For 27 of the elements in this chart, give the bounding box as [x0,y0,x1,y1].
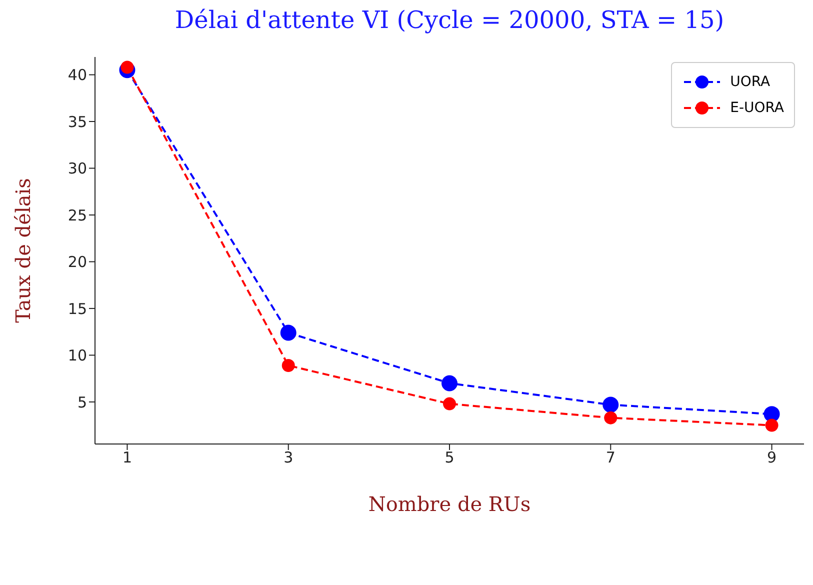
y-tick-label: 5 [77,393,87,412]
point [442,375,458,392]
x-tick-label: 7 [606,448,616,467]
x-tick-label: 3 [284,448,294,467]
y-axis-title: Taux de délais [11,178,36,323]
y-tick-label: 15 [68,300,87,318]
y-tick-label: 35 [68,112,87,131]
y-tick-label: 25 [68,206,87,224]
point [280,324,296,341]
y-tick-label: 20 [68,253,87,272]
chart-title: Délai d'attente VI (Cycle = 20000, STA = 15) [174,6,726,34]
y-tick-label: 30 [68,160,87,178]
x-tick-label: 1 [122,448,132,467]
point [604,411,618,424]
legend-label: E-UORA [730,100,784,116]
x-tick-label: 9 [767,448,777,467]
y-tick-label: 10 [68,346,87,365]
y-tick-label: 40 [68,66,87,84]
point [443,397,456,410]
x-axis-title: Nombre de RUs [368,492,531,516]
point [765,418,778,432]
point [764,406,780,422]
point [282,358,295,372]
x-tick-label: 5 [444,448,454,467]
point [602,396,619,413]
legend-label: UORA [730,74,770,90]
point [120,60,134,74]
